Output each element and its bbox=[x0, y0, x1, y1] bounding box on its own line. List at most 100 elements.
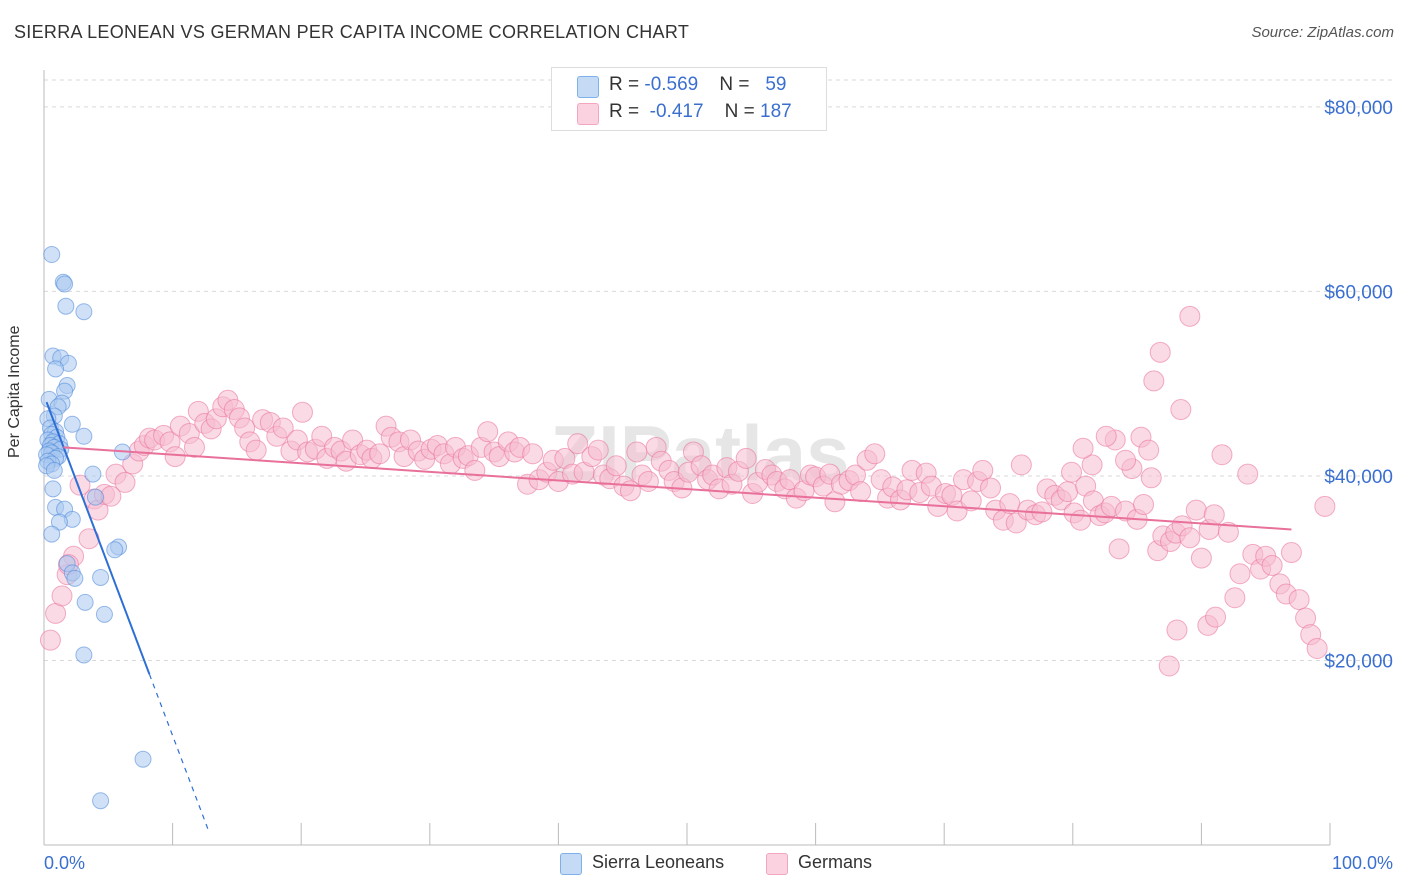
legend-stats: R = -0.569 N = 59 bbox=[609, 74, 786, 96]
sierra-leonean-point bbox=[84, 465, 102, 483]
y-tick-label: $80,000 bbox=[1324, 98, 1393, 119]
series-legend: Sierra Leoneans Germans bbox=[0, 852, 1406, 878]
german-point bbox=[1179, 305, 1201, 327]
german-point bbox=[114, 471, 136, 493]
german-point bbox=[477, 421, 499, 443]
german-point bbox=[567, 433, 589, 455]
sierra-leonean-point bbox=[47, 360, 65, 378]
german-point bbox=[735, 447, 757, 469]
german-point bbox=[1115, 449, 1137, 471]
data-points bbox=[38, 246, 1336, 810]
german-point bbox=[1280, 542, 1302, 564]
source-note: Source: ZipAtlas.com bbox=[1251, 24, 1394, 41]
german-point bbox=[1010, 454, 1032, 476]
german-point bbox=[291, 401, 313, 423]
sierra-leonean-point bbox=[75, 427, 93, 445]
x-tick-label-min: 0.0% bbox=[44, 853, 85, 873]
sierra-leonean-point bbox=[57, 297, 75, 315]
german-point bbox=[960, 490, 982, 512]
german-point bbox=[464, 459, 486, 481]
german-point bbox=[864, 443, 886, 465]
sierra-leonean-point bbox=[50, 513, 68, 531]
german-point bbox=[39, 629, 61, 651]
legend-swatch-blue bbox=[577, 76, 599, 98]
sierra-leonean-point bbox=[92, 568, 110, 586]
german-point bbox=[45, 602, 67, 624]
german-point bbox=[1314, 495, 1336, 517]
german-point bbox=[1149, 341, 1171, 363]
german-point bbox=[1081, 454, 1103, 476]
legend-swatch-pink bbox=[577, 103, 599, 125]
sierra-leonean-point bbox=[45, 461, 63, 479]
german-point bbox=[1070, 509, 1092, 531]
sierra-leonean-point bbox=[43, 525, 61, 543]
german-point bbox=[245, 439, 267, 461]
german-point bbox=[369, 443, 391, 465]
n-value: 187 bbox=[760, 101, 792, 122]
sierra-leonean-point bbox=[75, 646, 93, 664]
legend-row-sierra-leoneans: R = -0.569 N = 59 bbox=[552, 74, 826, 100]
n-label: N = bbox=[724, 101, 761, 122]
sierra-leonean-point bbox=[86, 488, 104, 506]
german-point bbox=[1229, 563, 1251, 585]
gridlines bbox=[44, 79, 1395, 661]
german-point bbox=[1133, 494, 1155, 516]
trend-lines bbox=[45, 401, 1292, 832]
sierra-leonean-point bbox=[75, 303, 93, 321]
german-point bbox=[1190, 547, 1212, 569]
german-point bbox=[1211, 444, 1233, 466]
sierra-leonean-point bbox=[56, 275, 74, 293]
german-trend-line bbox=[63, 446, 1292, 531]
legend-stats: R = -0.417 N = 187 bbox=[609, 101, 792, 123]
german-point bbox=[850, 481, 872, 503]
german-point bbox=[1217, 521, 1239, 543]
german-point bbox=[1095, 425, 1117, 447]
german-point bbox=[824, 491, 846, 513]
legend-row-germans: R = -0.417 N = 187 bbox=[552, 101, 826, 127]
german-point bbox=[1072, 437, 1094, 459]
n-label: N = bbox=[719, 74, 755, 95]
german-point bbox=[1205, 606, 1227, 628]
german-point bbox=[1140, 467, 1162, 489]
legend-swatch-pink bbox=[766, 853, 788, 875]
german-point bbox=[1166, 619, 1188, 641]
chart-title: SIERRA LEONEAN VS GERMAN PER CAPITA INCO… bbox=[14, 22, 690, 42]
german-point bbox=[779, 469, 801, 491]
german-point bbox=[1288, 589, 1310, 611]
german-point bbox=[1061, 461, 1083, 483]
german-point bbox=[522, 443, 544, 465]
tick-labels: $20,000 $40,000 $60,000 $80,000 0.0% 100.0% bbox=[44, 98, 1393, 873]
sierra-leonean-point bbox=[63, 415, 81, 433]
german-point bbox=[1203, 504, 1225, 526]
sierra-leonean-point bbox=[66, 569, 84, 587]
german-point bbox=[1158, 655, 1180, 677]
x-tick-label-max: 100.0% bbox=[1332, 853, 1393, 873]
legend-label: Sierra Leoneans bbox=[592, 852, 725, 872]
y-tick-label: $60,000 bbox=[1324, 282, 1393, 303]
german-point bbox=[587, 439, 609, 461]
r-label: R = bbox=[609, 101, 645, 122]
german-point bbox=[972, 459, 994, 481]
r-value: -0.417 bbox=[649, 101, 704, 122]
german-point bbox=[1143, 370, 1165, 392]
german-point bbox=[626, 441, 648, 463]
y-tick-label: $20,000 bbox=[1324, 651, 1393, 672]
sierra-leonean-point bbox=[76, 593, 94, 611]
german-point bbox=[979, 477, 1001, 499]
german-point bbox=[1261, 554, 1283, 576]
sierra-leonean-point bbox=[134, 750, 152, 768]
r-value: -0.569 bbox=[644, 74, 699, 95]
sierra-leonean-point bbox=[43, 246, 61, 264]
sierra-leonean-point bbox=[95, 605, 113, 623]
legend-label: Germans bbox=[798, 852, 873, 872]
r-label: R = bbox=[609, 74, 645, 95]
german-point bbox=[51, 585, 73, 607]
sierra-leonean-point bbox=[44, 480, 62, 498]
german-point bbox=[605, 455, 627, 477]
sierra-leonean-point bbox=[106, 541, 124, 559]
german-point bbox=[164, 446, 186, 468]
n-value: 59 bbox=[765, 74, 787, 95]
german-point bbox=[1170, 399, 1192, 421]
german-point bbox=[272, 417, 294, 439]
